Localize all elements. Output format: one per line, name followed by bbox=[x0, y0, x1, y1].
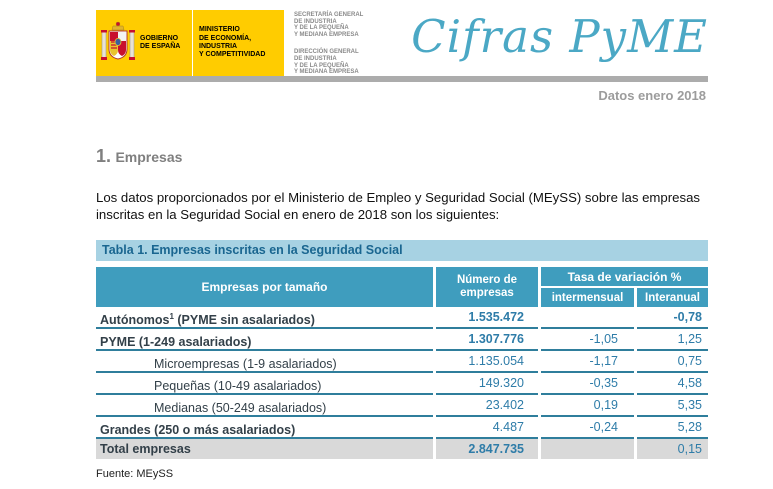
table-header: Empresas por tamaño Número de empresas T… bbox=[96, 267, 708, 307]
row-numero: 149.320 bbox=[436, 373, 538, 395]
row-label: PYME (1-249 asalariados) bbox=[96, 329, 433, 351]
header-numero-empresas: Número de empresas bbox=[436, 267, 538, 307]
table-row-pyme: PYME (1-249 asalariados) 1.307.776 -1,05… bbox=[96, 329, 708, 351]
row-interanual: 4,58 bbox=[637, 373, 708, 395]
row-interanual: 0,75 bbox=[637, 351, 708, 373]
row-interanual: 5,35 bbox=[637, 395, 708, 417]
cifras-pyme-logo: Cifras PyME bbox=[411, 10, 708, 63]
header-intermensual: intermensual bbox=[541, 288, 634, 307]
table-row-medianas: Medianas (50-249 asalariados) 23.402 0,1… bbox=[96, 395, 708, 417]
row-interanual: -0,78 bbox=[637, 307, 708, 329]
table-row-pequenas: Pequeñas (10-49 asalariados) 149.320 -0,… bbox=[96, 373, 708, 395]
spain-government-logo: GOBIERNO DE ESPAÑA MINISTERIO DE ECONOMÍ… bbox=[96, 10, 284, 76]
table-row-total: Total empresas 2.847.735 0,15 bbox=[96, 439, 708, 459]
logo-departments: SECRETARÍA GENERAL DE INDUSTRIA Y DE LA … bbox=[290, 12, 364, 76]
row-label: Autónomos1 (PYME sin asalariados) bbox=[96, 307, 433, 329]
section-title: Empresas bbox=[115, 149, 183, 165]
row-label: Medianas (50-249 asalariados) bbox=[96, 395, 433, 417]
source-note: Fuente: MEySS bbox=[96, 468, 174, 480]
row-intermensual: -0,35 bbox=[541, 373, 634, 395]
page-header: GOBIERNO DE ESPAÑA MINISTERIO DE ECONOMÍ… bbox=[96, 0, 708, 112]
row-numero: 1.307.776 bbox=[436, 329, 538, 351]
row-label: Pequeñas (10-49 asalariados) bbox=[96, 373, 433, 395]
spain-coat-of-arms-icon bbox=[96, 10, 140, 76]
row-numero: 1.135.054 bbox=[436, 351, 538, 373]
row-numero: 1.535.472 bbox=[436, 307, 538, 329]
row-intermensual: -1,17 bbox=[541, 351, 634, 373]
row-label: Grandes (250 o más asalariados) bbox=[96, 417, 433, 439]
section-number: 1. bbox=[96, 146, 112, 166]
table-row-autonomos: Autónomos1 (PYME sin asalariados) 1.535.… bbox=[96, 307, 708, 329]
empresas-table: Empresas por tamaño Número de empresas T… bbox=[96, 267, 708, 459]
row-interanual: 1,25 bbox=[637, 329, 708, 351]
section-heading: 1. Empresas bbox=[96, 146, 708, 167]
ministerio-label: MINISTERIO DE ECONOMÍA, INDUSTRIA Y COMP… bbox=[192, 10, 284, 76]
row-interanual: 5,28 bbox=[637, 417, 708, 439]
total-interanual: 0,15 bbox=[637, 439, 708, 459]
gobierno-espana-label: GOBIERNO DE ESPAÑA bbox=[140, 34, 181, 50]
header-interanual: Interanual bbox=[637, 288, 708, 307]
row-intermensual bbox=[541, 307, 634, 329]
intro-paragraph: Los datos proporcionados por el Minister… bbox=[96, 190, 700, 222]
datos-enero-subtitle: Datos enero 2018 bbox=[598, 88, 706, 103]
row-numero: 23.402 bbox=[436, 395, 538, 417]
row-numero: 4.487 bbox=[436, 417, 538, 439]
total-numero: 2.847.735 bbox=[436, 439, 538, 459]
total-intermensual bbox=[541, 439, 634, 459]
total-label: Total empresas bbox=[96, 439, 433, 459]
row-label: Microempresas (1-9 asalariados) bbox=[96, 351, 433, 373]
table-row-microempresas: Microempresas (1-9 asalariados) 1.135.05… bbox=[96, 351, 708, 373]
header-divider-bar bbox=[96, 76, 708, 82]
direccion-general-label: DIRECCIÓN GENERAL DE INDUSTRIA Y DE LA P… bbox=[294, 49, 359, 76]
report-content: GOBIERNO DE ESPAÑA MINISTERIO DE ECONOMÍ… bbox=[96, 0, 708, 480]
secretaria-general-label: SECRETARÍA GENERAL DE INDUSTRIA Y DE LA … bbox=[294, 12, 364, 39]
table-caption: Tabla 1. Empresas inscritas en la Seguri… bbox=[96, 240, 708, 261]
header-empresas-por-tamano: Empresas por tamaño bbox=[96, 267, 433, 307]
row-intermensual: 0,19 bbox=[541, 395, 634, 417]
table-row-grandes: Grandes (250 o más asalariados) 4.487 -0… bbox=[96, 417, 708, 439]
header-tasa-variacion: Tasa de variación % bbox=[541, 267, 708, 286]
row-intermensual: -0,24 bbox=[541, 417, 634, 439]
row-intermensual: -1,05 bbox=[541, 329, 634, 351]
